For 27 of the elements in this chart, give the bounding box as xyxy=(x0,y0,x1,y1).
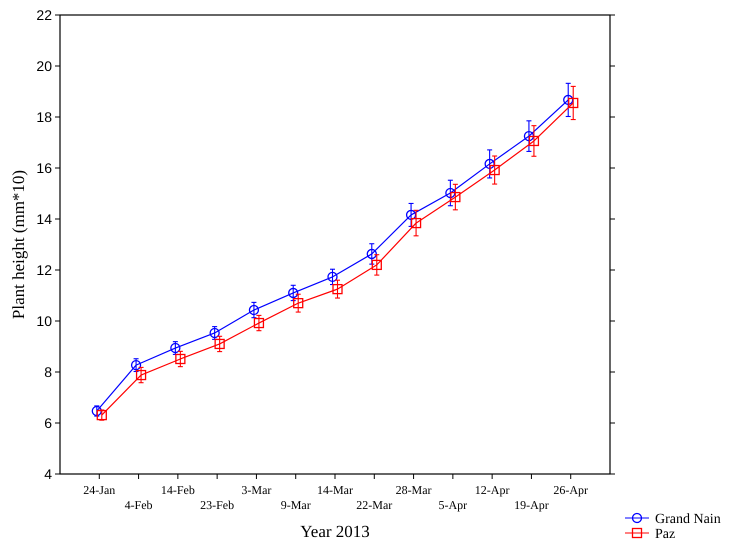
y-axis-title: Plant height (mm*10) xyxy=(9,170,28,320)
x-tick-label: 24-Jan xyxy=(83,483,116,497)
legend-label: Grand Nain xyxy=(655,512,721,527)
x-tick-label: 9-Mar xyxy=(280,498,311,512)
y-tick-label: 20 xyxy=(36,58,52,74)
y-tick-label: 6 xyxy=(44,414,52,431)
x-tick-label: 22-Mar xyxy=(356,498,392,512)
x-tick-label: 28-Mar xyxy=(396,483,432,497)
x-tick-label: 4-Feb xyxy=(124,498,153,512)
x-tick-label: 12-Apr xyxy=(474,483,510,497)
x-tick-label: 14-Feb xyxy=(160,483,195,497)
x-tick-label: 26-Apr xyxy=(553,483,588,497)
legend-label: Paz xyxy=(655,526,676,542)
x-tick-label: 19-Apr xyxy=(514,498,549,512)
x-axis-title: Year 2013 xyxy=(300,522,370,541)
y-tick-label: 10 xyxy=(36,312,52,329)
y-tick-label: 18 xyxy=(36,108,52,125)
y-tick-label: 16 xyxy=(36,160,52,176)
y-tick-label: 22 xyxy=(36,6,52,23)
y-tick-label: 4 xyxy=(44,466,52,482)
y-tick-label: 12 xyxy=(36,262,52,278)
x-tick-label: 5-Apr xyxy=(438,498,468,512)
x-tick-label: 3-Mar xyxy=(241,483,272,497)
y-tick-label: 8 xyxy=(44,364,52,380)
x-tick-label: 23-Feb xyxy=(200,498,234,512)
x-tick-label: 14-Mar xyxy=(317,483,353,497)
y-tick-label: 14 xyxy=(36,210,52,227)
